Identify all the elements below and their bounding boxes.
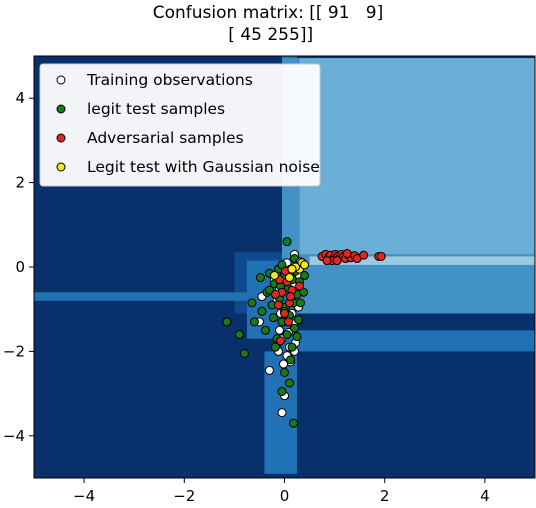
point-adversarial-samples [275,336,285,346]
point-legit-test-with-gaussian-noise [287,264,297,274]
y-tick-label: 0 [15,258,25,276]
point-legit-test-samples [264,285,274,295]
legend-label: legit test samples [87,100,225,118]
point-legit-test-samples [294,315,304,325]
point-legit-test-samples [300,270,310,280]
point-legit-test-samples [239,349,249,359]
legend-marker [56,75,66,85]
x-tick-label: 0 [280,487,290,505]
point-adversarial-samples [284,317,294,327]
point-legit-test-samples [270,342,280,352]
region-light-ridge [309,256,535,265]
point-legit-test-samples [290,323,300,333]
point-legit-test-samples [260,325,270,335]
point-legit-test-samples [280,368,289,377]
point-training-observations [278,359,288,369]
region-upper-right [299,58,535,255]
point-legit-test-with-gaussian-noise [285,273,295,283]
point-adversarial-samples [295,281,305,291]
point-legit-test-samples [247,298,257,308]
point-adversarial-samples [322,256,332,266]
point-training-observations [277,408,287,418]
point-legit-test-samples [285,378,295,388]
point-legit-test-samples [234,330,244,340]
point-adversarial-samples [273,300,283,310]
chart-title-line: Confusion matrix: [[ 91 9] [153,3,383,23]
x-tick-label: 4 [480,487,490,505]
point-legit-test-samples [287,342,297,352]
x-tick-label: 2 [380,487,390,505]
point-legit-test-samples [299,287,309,297]
point-legit-test-samples [282,237,292,247]
legend-box [39,63,321,187]
point-legit-test-with-gaussian-noise [300,260,310,270]
y-tick-label: 4 [15,89,25,107]
point-legit-test-samples [277,386,287,396]
point-adversarial-samples [342,248,352,258]
point-legit-test-samples [296,298,306,308]
legend-label: Adversarial samples [87,129,244,147]
y-tick-label: −4 [3,427,25,445]
point-legit-test-with-gaussian-noise [269,270,279,280]
point-adversarial-samples [332,256,342,266]
point-legit-test-samples [268,313,278,323]
region-strip-left [34,292,247,301]
point-training-observations [264,365,274,375]
legend-label: Legit test with Gaussian noise [87,158,320,176]
x-tick-label: −2 [173,487,195,505]
point-training-observations [274,325,284,335]
point-adversarial-samples [286,292,296,302]
point-adversarial-samples [359,250,369,260]
point-legit-test-samples [249,317,259,327]
legend: Training observations legit test samples A… [39,63,321,187]
legend-label: Training observations [86,71,253,89]
axis-ticks: −4 −2 0 2 4 −4 −2 0 2 4 [3,89,490,505]
region-right-lower [297,330,535,352]
chart-title-line: [ 45 255]] [223,25,313,45]
data-points [222,237,386,428]
point-adversarial-samples [376,251,386,261]
point-legit-test-samples [289,418,299,428]
point-legit-test-samples [292,332,302,342]
point-adversarial-samples [280,308,289,318]
legend-marker [56,104,66,114]
y-tick-label: −2 [3,342,25,360]
point-legit-test-samples [286,355,296,365]
point-legit-test-samples [222,317,232,327]
y-tick-label: 2 [15,174,25,192]
x-tick-label: −4 [73,487,95,505]
legend-marker [56,162,66,172]
point-legit-test-samples [282,330,292,340]
chart-title: Confusion matrix: [[ 91 9] [ 45 255]] [153,3,383,45]
point-legit-test-samples [255,273,265,283]
legend-marker [56,133,66,143]
point-adversarial-samples [270,289,280,299]
point-legit-test-samples [257,306,267,316]
